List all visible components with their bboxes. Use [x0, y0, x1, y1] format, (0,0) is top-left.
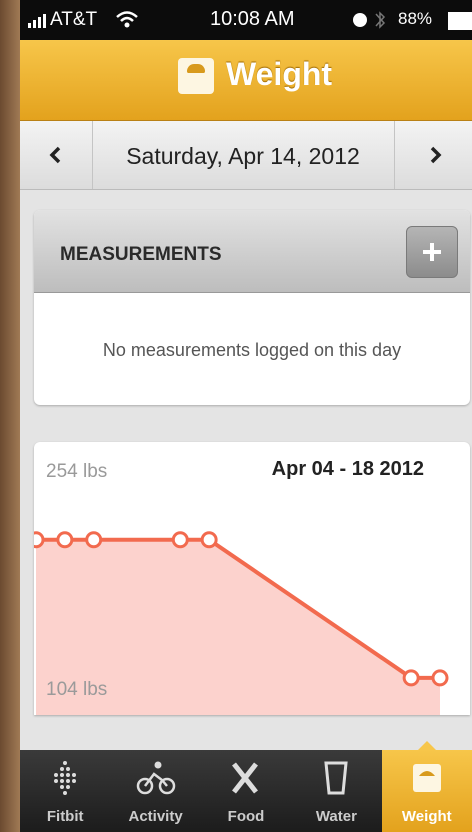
active-indicator [418, 741, 436, 750]
tab-label: Water [291, 808, 381, 825]
screen: { "status_bar": {"carrier": "AT&T", "tim… [0, 0, 472, 832]
tab-label: Weight [382, 808, 472, 825]
chart-card: Apr 04 - 18 2012 254 lbs 104 lbs [34, 442, 470, 715]
date-label: Saturday, Apr 14, 2012 [92, 143, 394, 170]
tab-icon [226, 758, 266, 798]
tab-icon [136, 758, 176, 798]
status-bar: AT&T 10:08 AM 88% [20, 0, 472, 40]
point [433, 671, 447, 685]
battery-icon [448, 12, 472, 30]
tab-icon [407, 758, 447, 798]
status-icons [352, 11, 392, 29]
signal-icon [28, 14, 46, 28]
point [404, 671, 418, 685]
background [0, 0, 20, 832]
empty-message: No measurements logged on this day [34, 340, 470, 361]
tab[interactable]: Fitbit [20, 750, 110, 832]
point [87, 533, 101, 547]
header: Weight [20, 40, 472, 121]
tab[interactable]: Food [201, 750, 291, 832]
date-nav: Saturday, Apr 14, 2012 [20, 121, 472, 190]
point [34, 533, 43, 547]
tab[interactable]: Weight [382, 750, 472, 832]
y-tick-label: 104 lbs [46, 679, 107, 700]
next-day-button[interactable] [394, 121, 472, 189]
point [202, 533, 216, 547]
wifi-icon [115, 9, 139, 29]
measurements-card: MEASUREMENTS No measurements logged on t… [34, 210, 470, 405]
y-tick-label: 254 lbs [46, 461, 107, 482]
header-title: Weight [226, 56, 332, 93]
clock: 10:08 AM [210, 8, 295, 31]
add-measurement-button[interactable] [406, 226, 458, 278]
weight-chart: Apr 04 - 18 2012 254 lbs 104 lbs [34, 442, 470, 715]
scale-icon [178, 58, 214, 94]
measurements-header: MEASUREMENTS [34, 210, 470, 293]
point [173, 533, 187, 547]
tab[interactable]: Water [291, 750, 381, 832]
tab-label: Food [201, 808, 291, 825]
carrier: AT&T [50, 9, 97, 31]
tab-label: Activity [110, 808, 200, 825]
tab-icon [45, 758, 85, 798]
prev-day-button[interactable] [20, 121, 93, 189]
tab-icon [316, 758, 356, 798]
chart-title: Apr 04 - 18 2012 [272, 458, 424, 480]
measurements-title: MEASUREMENTS [60, 244, 222, 266]
tab-label: Fitbit [20, 808, 110, 825]
tab[interactable]: Activity [110, 750, 200, 832]
battery-percent: 88% [398, 9, 432, 29]
point [58, 533, 72, 547]
